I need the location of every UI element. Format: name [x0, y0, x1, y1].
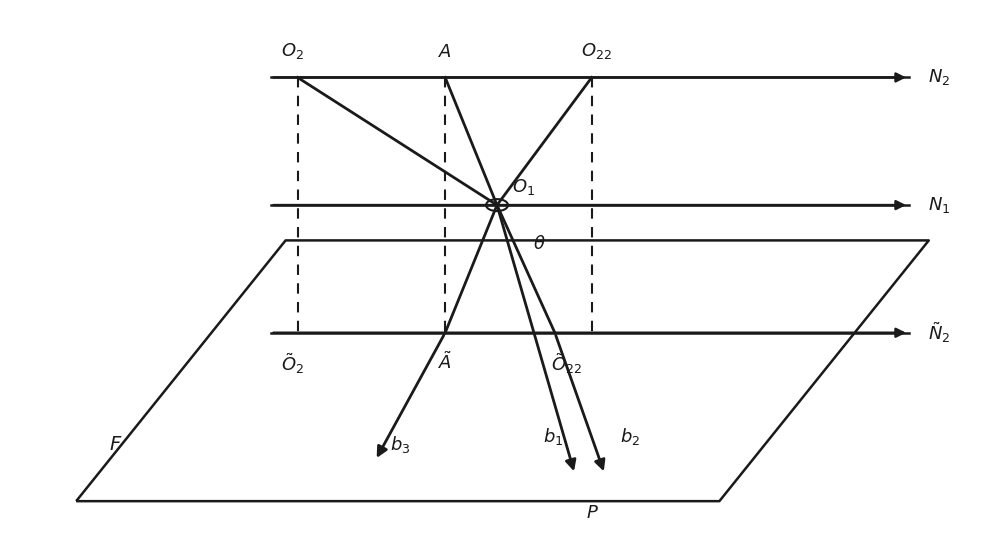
Text: $N_1$: $N_1$ — [928, 195, 950, 215]
Text: $b_3$: $b_3$ — [390, 434, 411, 455]
Text: $b_1$: $b_1$ — [543, 426, 563, 447]
Text: $A$: $A$ — [438, 43, 452, 61]
Text: $\tilde{N}_2$: $\tilde{N}_2$ — [928, 321, 950, 345]
Text: $O_2$: $O_2$ — [281, 41, 304, 61]
Text: $b_2$: $b_2$ — [620, 426, 640, 447]
Text: $\tilde{O}_{22}$: $\tilde{O}_{22}$ — [551, 352, 582, 376]
Text: $P$: $P$ — [586, 504, 599, 522]
Text: $F$: $F$ — [109, 435, 123, 454]
Text: $\tilde{A}$: $\tilde{A}$ — [438, 352, 452, 373]
Text: $O_1$: $O_1$ — [512, 177, 535, 197]
Text: $\theta$: $\theta$ — [533, 235, 545, 253]
Text: $\tilde{O}_2$: $\tilde{O}_2$ — [281, 352, 304, 376]
Text: $N_2$: $N_2$ — [928, 68, 950, 87]
Text: $O_{22}$: $O_{22}$ — [581, 41, 612, 61]
